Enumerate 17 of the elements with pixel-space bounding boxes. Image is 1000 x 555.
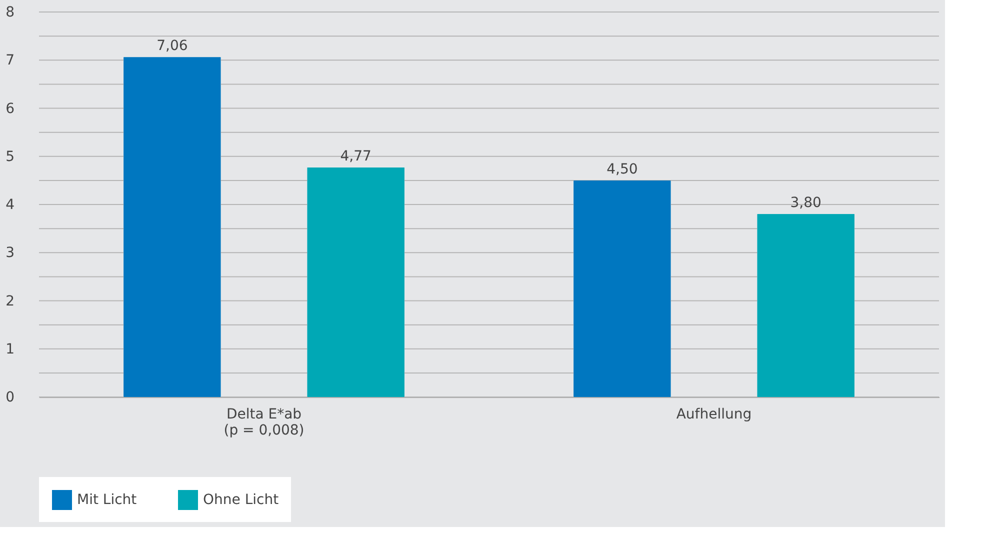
y-tick-label: 3	[6, 245, 14, 262]
y-tick-label: 2	[6, 293, 14, 310]
data-label: 4,50	[606, 161, 638, 178]
data-label: 3,80	[790, 195, 822, 212]
data-label: 4,77	[340, 148, 372, 164]
y-tick-label: 6	[6, 100, 15, 117]
legend-label: Mit Licht	[77, 492, 138, 508]
y-tick-label: 4	[6, 197, 15, 213]
y-tick-label: 8	[6, 4, 14, 20]
x-tick-label: Aufhellung	[676, 406, 752, 422]
x-tick-label: Delta E*ab (p = 0,008)	[224, 406, 304, 438]
data-label: 7,06	[156, 38, 188, 54]
legend-label: Ohne Licht	[203, 492, 280, 508]
y-tick-label: 0	[6, 390, 14, 406]
y-tick-label: 7	[6, 52, 14, 69]
y-tick-label: 5	[6, 148, 14, 165]
y-tick-label: 1	[6, 341, 14, 358]
